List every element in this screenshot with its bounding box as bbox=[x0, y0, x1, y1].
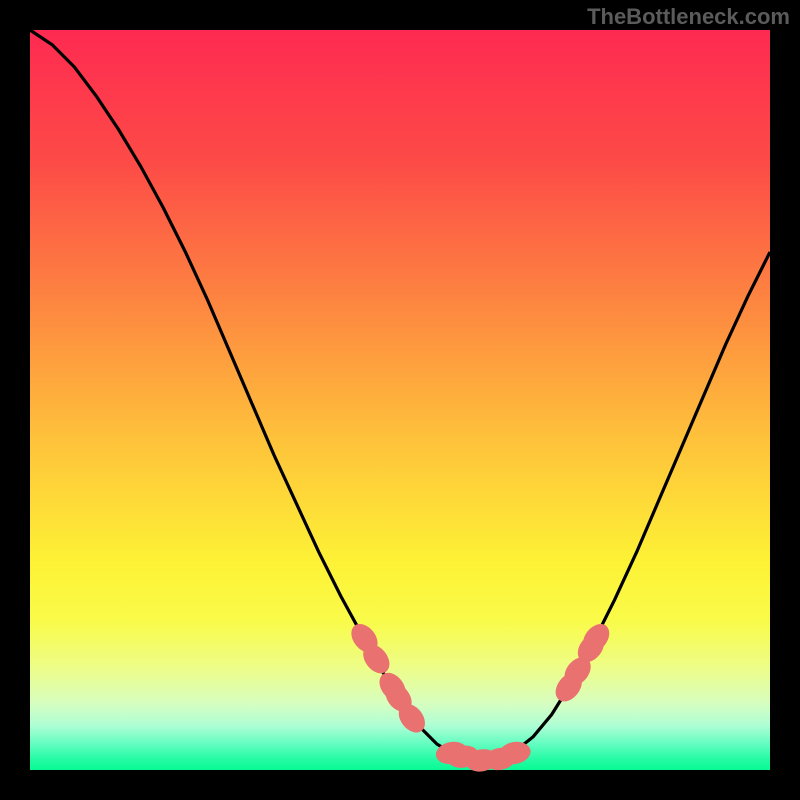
plot-background bbox=[30, 30, 770, 770]
watermark-text: TheBottleneck.com bbox=[587, 4, 790, 30]
chart-frame: TheBottleneck.com bbox=[0, 0, 800, 800]
chart-svg bbox=[0, 0, 800, 800]
